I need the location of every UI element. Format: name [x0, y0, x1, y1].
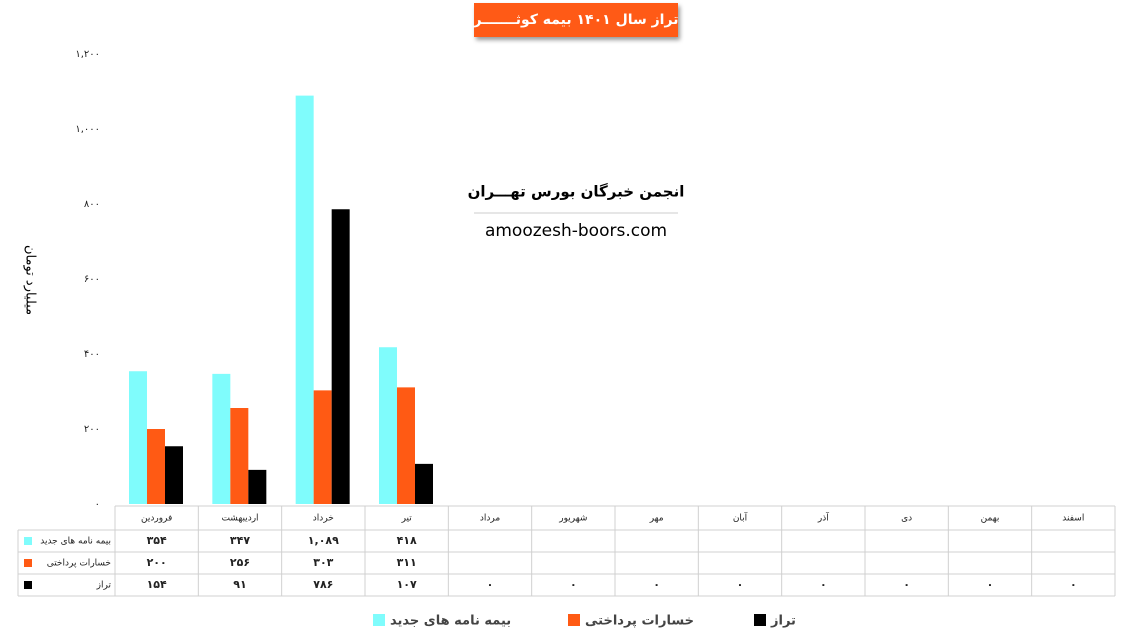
x-tick-label: فروردین	[141, 514, 172, 524]
legend-swatch	[373, 614, 385, 626]
table-value: ۰	[1070, 578, 1077, 591]
table-value: ۰	[653, 578, 660, 591]
table-value: ۲۰۰	[147, 556, 167, 569]
table-value: ۰	[903, 578, 910, 591]
x-tick-label: بهمن	[981, 514, 1000, 524]
table-value: ۹۱	[233, 578, 246, 591]
table-value: ۳۵۴	[147, 534, 167, 547]
table-value: ۴۱۸	[397, 534, 417, 547]
title-box	[474, 3, 678, 37]
table-value: ۱۰۷	[397, 578, 417, 591]
y-tick-label: ۲۰۰	[84, 424, 100, 435]
bar	[379, 347, 397, 504]
table-value: ۰	[987, 578, 994, 591]
bar	[129, 371, 147, 504]
table-value: ۰	[570, 578, 577, 591]
table-value: ۰	[487, 578, 494, 591]
x-tick-label: شهریور	[558, 514, 587, 524]
bar	[415, 463, 433, 504]
bar	[212, 373, 231, 504]
watermark: انجمن خبرگان بورس تهـــران	[468, 183, 685, 201]
bar	[313, 390, 332, 504]
y-tick-label: ۸۰۰	[84, 199, 100, 210]
x-tick-label: مهر	[649, 514, 664, 524]
bar	[147, 429, 165, 504]
legend-label: خسارات پرداختی	[585, 614, 694, 629]
y-tick-label: ۰	[95, 499, 100, 510]
legend-swatch	[24, 537, 32, 545]
y-tick-label: ۴۰۰	[84, 349, 100, 360]
bar	[397, 387, 415, 504]
y-tick-label: ۱,۲۰۰	[75, 49, 100, 60]
chart-title: تراز سال ۱۴۰۱ بیمه کوثـــــــر	[473, 12, 679, 28]
x-tick-label: تیر	[401, 514, 413, 524]
legend-label: تراز	[770, 614, 796, 629]
legend-swatch	[24, 559, 32, 567]
x-tick-label: مرداد	[480, 514, 500, 524]
bar	[165, 446, 183, 504]
row-label: تراز	[96, 581, 112, 591]
table-value: ۲۵۶	[230, 556, 250, 569]
bar	[331, 209, 350, 504]
table-value: ۰	[820, 578, 827, 591]
y-axis-title: میلیارد تومان	[23, 245, 38, 315]
table-value: ۳۰۳	[313, 556, 333, 569]
table-value: ۱۵۴	[147, 578, 167, 591]
bar	[248, 469, 267, 504]
x-tick-label: اردیبهشت	[221, 514, 258, 524]
x-tick-label: دی	[901, 514, 912, 524]
table-value: ۳۴۷	[230, 534, 250, 547]
table-value: ۳۱۱	[397, 556, 417, 569]
y-tick-label: ۶۰۰	[84, 274, 100, 285]
y-tick-label: ۱,۰۰۰	[75, 124, 100, 135]
watermark: amoozesh-boors.com	[485, 221, 667, 241]
x-tick-label: اسفند	[1062, 514, 1084, 524]
legend-swatch	[568, 614, 580, 626]
table-value: ۰	[737, 578, 744, 591]
bar	[230, 408, 249, 504]
row-label: خسارات پرداختی	[47, 559, 111, 569]
x-tick-label: آذر	[817, 512, 829, 524]
table-value: ۷۸۶	[313, 578, 333, 591]
legend-swatch	[24, 581, 32, 589]
x-tick-label: آبان	[733, 512, 748, 524]
bar	[295, 95, 314, 504]
legend-swatch	[754, 614, 766, 626]
row-label: بیمه نامه های جدید	[40, 537, 111, 547]
x-tick-label: خرداد	[313, 514, 334, 524]
legend-label: بیمه نامه های جدید	[390, 614, 511, 629]
table-value: ۱,۰۸۹	[308, 534, 339, 547]
